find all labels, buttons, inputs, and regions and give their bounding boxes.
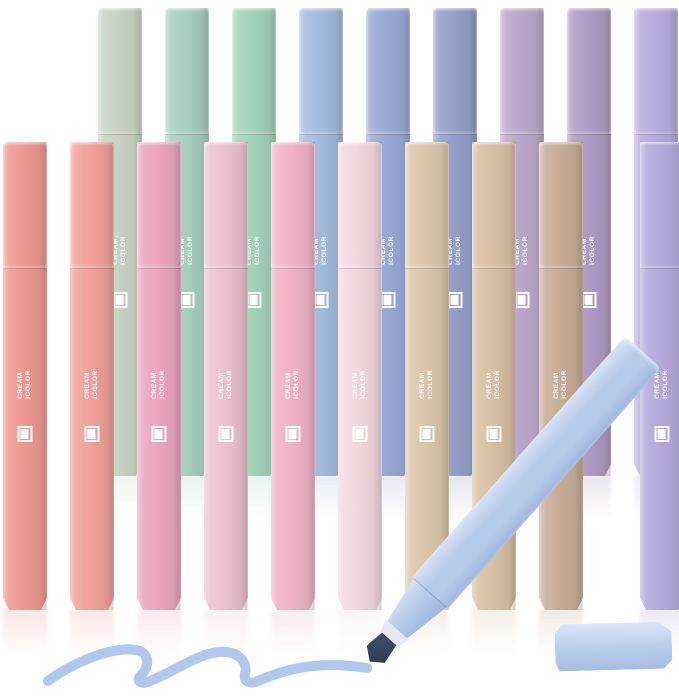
pen-body: [640, 268, 679, 610]
brand-logo-icon: [654, 426, 670, 442]
brand-logo-fill: [182, 295, 191, 305]
pen-cap: [539, 142, 583, 268]
highlighter-blush: CREAM ICOLOR: [338, 142, 382, 610]
brand-logo-fill: [657, 429, 666, 439]
pen-body: [137, 268, 181, 610]
highlighter-rose-pink: CREAM ICOLOR: [271, 142, 315, 610]
brand-logo-fill: [517, 295, 526, 305]
highlighter-lavender-front: CREAM ICOLOR: [640, 142, 679, 610]
brand-logo-icon: [486, 426, 502, 442]
pen-cap: [137, 142, 181, 268]
brand-logo-fill: [383, 295, 392, 305]
pen-body: [3, 268, 47, 610]
brand-logo-fill: [115, 295, 124, 305]
pen-body: [271, 268, 315, 610]
pen-body: [70, 268, 114, 610]
pen-cap: [3, 142, 47, 268]
brand-logo-fill: [355, 429, 364, 439]
highlighter-light-pink: CREAM ICOLOR: [204, 142, 248, 610]
brand-logo-fill: [489, 429, 498, 439]
brand-logo-icon: [151, 426, 167, 442]
brand-logo-icon: [84, 426, 100, 442]
pen-cap: [433, 8, 477, 134]
pen-cap: [640, 142, 679, 268]
pen-cap: [338, 142, 382, 268]
detached-pen-cap: [554, 621, 672, 671]
brand-logo-icon: [17, 426, 33, 442]
pen-reflection: [271, 609, 315, 665]
pen-cap: [366, 8, 410, 134]
brand-logo-fill: [288, 429, 297, 439]
pen-reflection: [3, 609, 47, 665]
pen-cap: [405, 142, 449, 268]
brand-logo-fill: [154, 429, 163, 439]
highlighter-salmon: CREAM ICOLOR: [70, 142, 114, 610]
highlighter-pink: CREAM ICOLOR: [137, 142, 181, 610]
brand-logo-fill: [422, 429, 431, 439]
brand-logo-fill: [221, 429, 230, 439]
brand-logo-fill: [87, 429, 96, 439]
pen-body: [204, 268, 248, 610]
pen-cap: [204, 142, 248, 268]
brand-logo-fill: [584, 295, 593, 305]
highlighter-tan: CREAM ICOLOR: [405, 142, 449, 610]
pen-cap: [70, 142, 114, 268]
pen-cap: [271, 142, 315, 268]
pen-cap: [232, 8, 276, 134]
brand-logo-fill: [316, 295, 325, 305]
pen-cap: [299, 8, 343, 134]
brand-logo-fill: [249, 295, 258, 305]
pen-cap: [98, 8, 142, 134]
pen-cap: [500, 8, 544, 134]
pen-cap: [634, 8, 678, 134]
brand-logo-icon: [285, 426, 301, 442]
brand-logo-fill: [20, 429, 29, 439]
pen-cap: [472, 142, 516, 268]
pen-body: [338, 268, 382, 610]
brand-logo-fill: [450, 295, 459, 305]
pen-cap: [567, 8, 611, 134]
pen-cap: [165, 8, 209, 134]
highlighter-coral: CREAM ICOLOR: [3, 142, 47, 610]
brand-logo-icon: [419, 426, 435, 442]
pen-reflection: [472, 609, 516, 665]
brand-logo-icon: [352, 426, 368, 442]
brand-logo-icon: [218, 426, 234, 442]
